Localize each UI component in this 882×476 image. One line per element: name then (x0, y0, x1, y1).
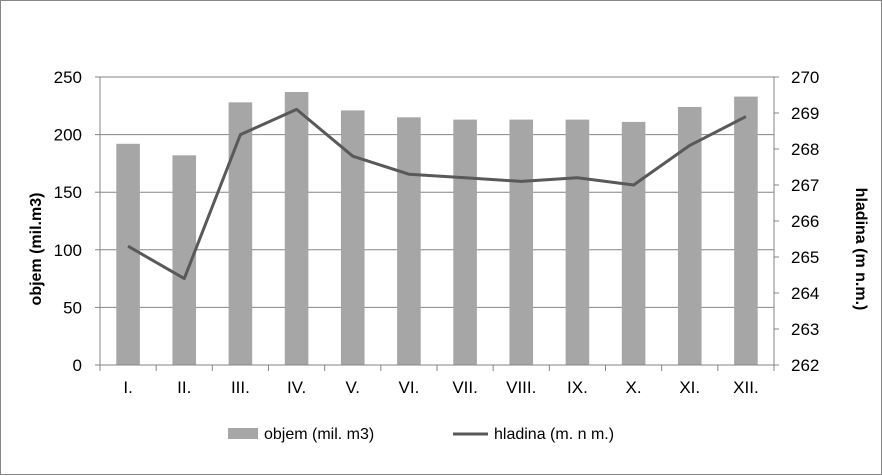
legend-swatch-objem (228, 428, 258, 439)
y-tick-label-right: 267 (791, 176, 819, 195)
bar (622, 122, 646, 365)
y-tick-label-right: 264 (791, 284, 819, 303)
x-tick-label: IV. (287, 378, 306, 397)
bar-series (116, 92, 757, 365)
bar (453, 120, 477, 365)
bar (566, 120, 590, 365)
y-tick-label-right: 263 (791, 320, 819, 339)
y-tick-label-left: 0 (73, 356, 82, 375)
x-tick-label: VII. (452, 378, 478, 397)
y-axis-title-right: hladina (m n.m.) (852, 188, 869, 311)
x-tick-label: III. (231, 378, 250, 397)
x-tick-label: VI. (399, 378, 420, 397)
x-tick-label: XII. (733, 378, 759, 397)
y-tick-label-left: 250 (54, 68, 82, 87)
y-tick-label-left: 150 (54, 183, 82, 202)
x-tick-label: V. (345, 378, 360, 397)
y-tick-label-right: 265 (791, 248, 819, 267)
axes (95, 77, 779, 371)
x-tick-label: X. (626, 378, 642, 397)
x-tick-label: IX. (567, 378, 588, 397)
y-tick-label-left: 200 (54, 126, 82, 145)
legend: objem (mil. m3) hladina (m. n m.) (228, 426, 614, 443)
y-axis-title-left: objem (mil.m3) (28, 193, 45, 306)
y-tick-label-right: 262 (791, 356, 819, 375)
y-tick-label-right: 269 (791, 104, 819, 123)
bar (397, 117, 421, 365)
y-tick-label-right: 266 (791, 212, 819, 231)
legend-label-hladina: hladina (m. n m.) (494, 426, 614, 443)
y-tick-label-left: 100 (54, 241, 82, 260)
bar (229, 102, 253, 365)
x-tick-label: XI. (679, 378, 700, 397)
y-tick-label-right: 268 (791, 140, 819, 159)
tick-labels: 0 50 100 150 200 250 262 263 264 265 266 267 268 269 2… (54, 68, 820, 397)
grid-lines (100, 77, 774, 307)
bar (509, 120, 533, 365)
x-tick-label: VIII. (506, 378, 536, 397)
bar (285, 92, 309, 365)
x-tick-label: I. (123, 378, 132, 397)
bar (116, 144, 140, 365)
bar (734, 97, 758, 365)
x-tick-label: II. (177, 378, 191, 397)
legend-label-objem: objem (mil. m3) (264, 426, 374, 443)
y-tick-label-right: 270 (791, 68, 819, 87)
y-tick-label-left: 50 (63, 298, 82, 317)
